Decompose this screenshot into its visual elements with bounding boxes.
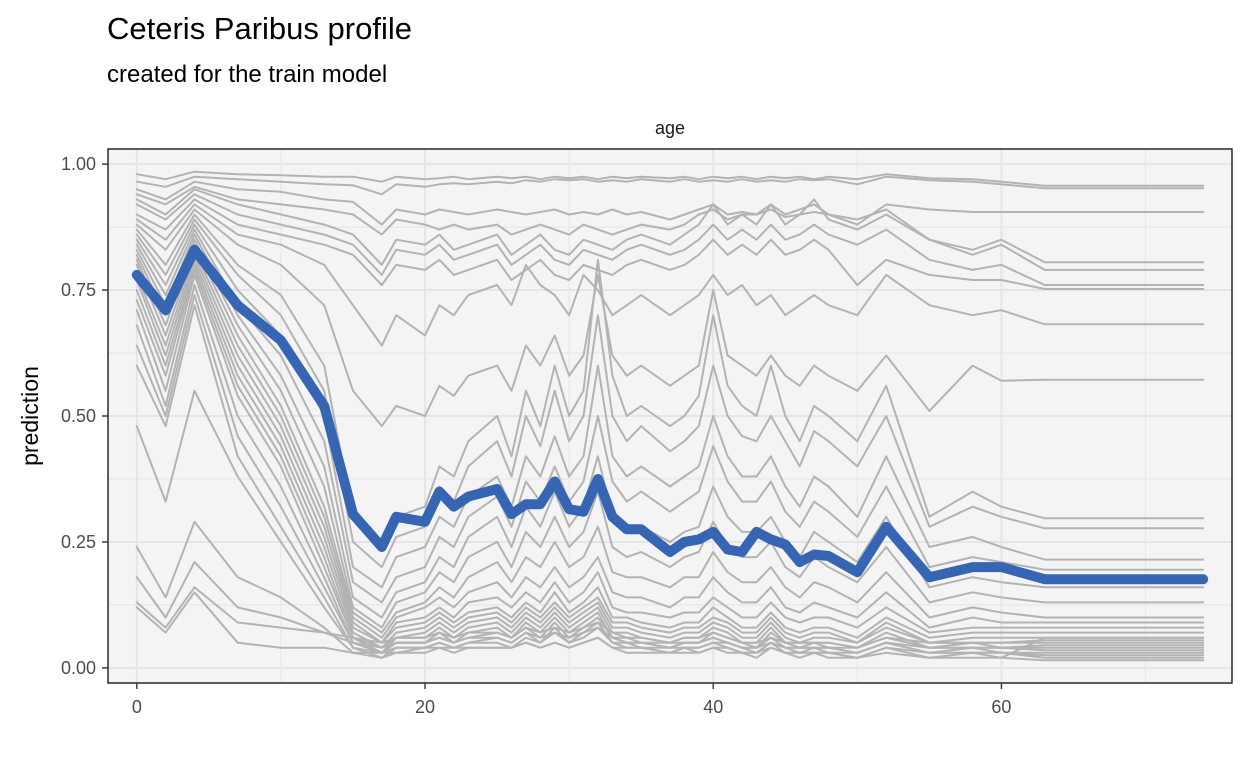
y-tick-label: 0.50: [61, 406, 96, 426]
highlighted-profile-line: [131, 244, 1209, 585]
profile-line-9: [135, 208, 1205, 428]
x-tick-label: 0: [132, 697, 142, 717]
profile-line-3: [135, 180, 1205, 226]
y-tick-label: 0.00: [61, 658, 96, 678]
chart-subtitle: created for the train model: [107, 61, 387, 88]
facet-strip-label: age: [655, 118, 685, 138]
y-tick-label: 1.00: [61, 154, 96, 174]
profile-line-2: [135, 175, 1205, 196]
profile-line-12: [135, 223, 1205, 589]
y-tick-label: 0.75: [61, 280, 96, 300]
profile-line-7: [135, 198, 1205, 290]
profile-line-15: [135, 238, 1205, 629]
profile-line-19: [135, 258, 1205, 644]
y-axis: 0.00 0.25 0.50 0.75 1.00: [61, 154, 108, 678]
profile-line-13: [135, 228, 1205, 604]
x-tick-label: 40: [703, 697, 723, 717]
profile-line-8: [135, 203, 1205, 347]
profile-line-17: [135, 248, 1205, 639]
profile-line-28: [135, 561, 1205, 654]
profile-line-30: [135, 591, 1205, 659]
x-tick-label: 60: [991, 697, 1011, 717]
profile-line-1: [135, 170, 1205, 187]
profile-line-6: [135, 193, 1205, 286]
x-axis: 0 20 40 60: [132, 683, 1011, 717]
y-tick-label: 0.25: [61, 532, 96, 552]
highlighted-profile: [131, 244, 1209, 585]
profile-line-22: [135, 273, 1205, 654]
chart-title: Ceteris Paribus profile: [107, 11, 412, 46]
profile-line-27: [135, 520, 1205, 659]
profile-line-5: [135, 188, 1205, 271]
profile-line-18: [135, 253, 1205, 644]
x-tick-label: 20: [415, 697, 435, 717]
profile-line-29: [135, 586, 1205, 649]
y-axis-label: prediction: [17, 366, 43, 466]
profile-line-21: [135, 268, 1205, 649]
profile-lines: [135, 170, 1205, 662]
profile-line-16: [135, 243, 1205, 634]
profile-line-4: [135, 185, 1205, 264]
profile-line-11: [135, 218, 1205, 569]
profile-line-20: [135, 263, 1205, 649]
